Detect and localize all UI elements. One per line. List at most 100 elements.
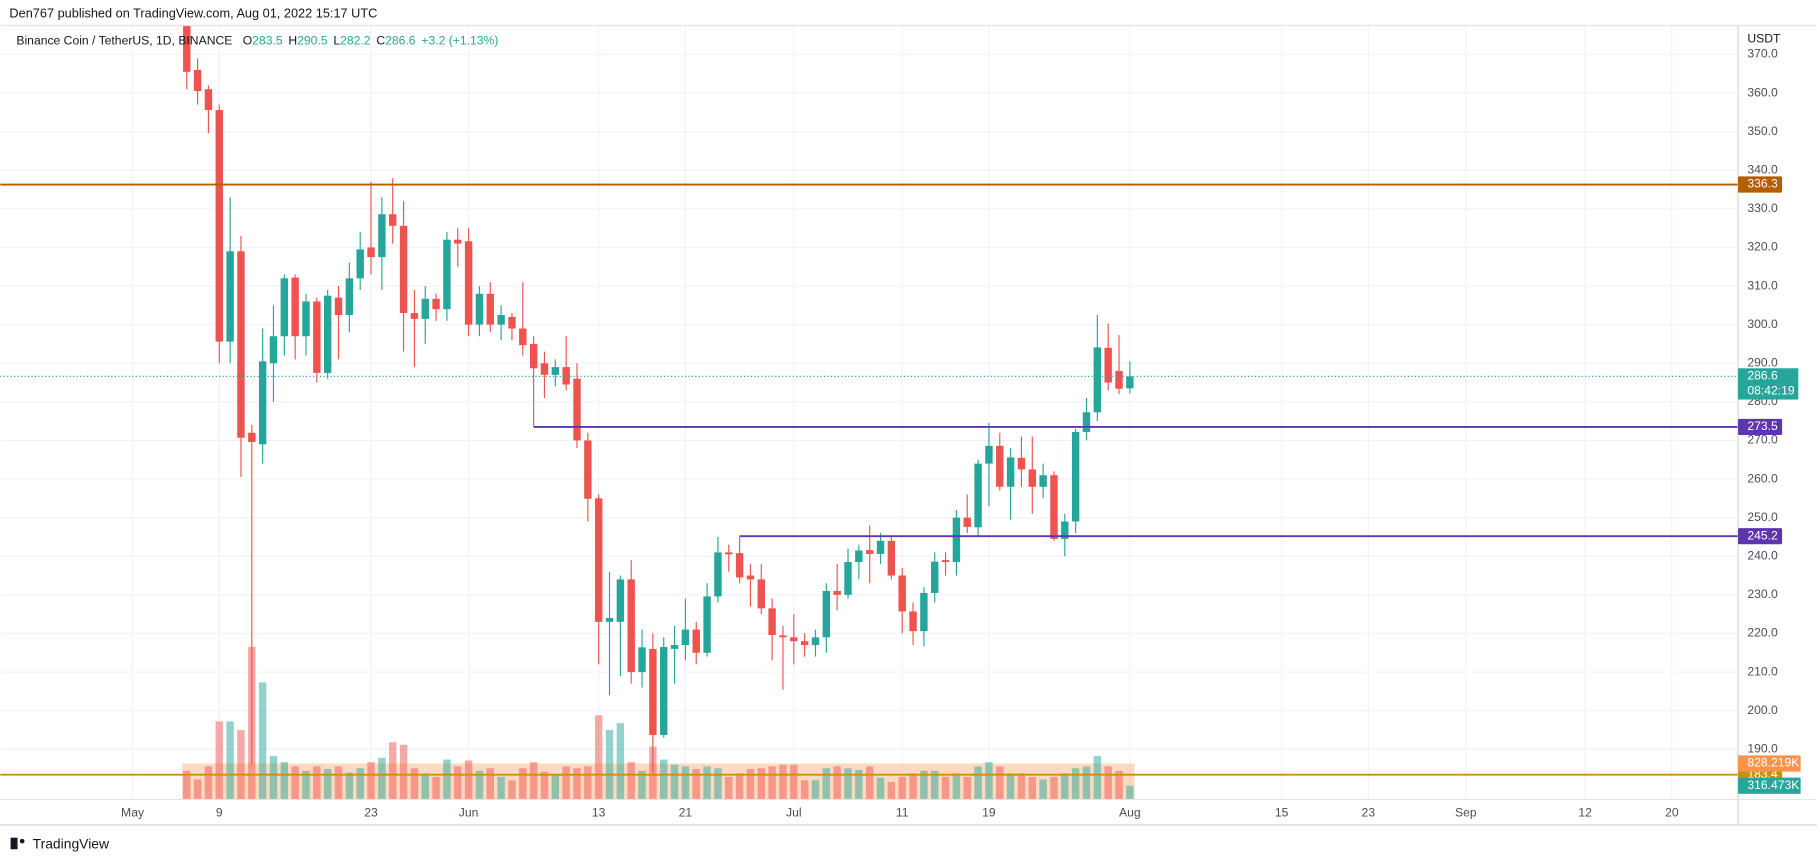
ohlc-key: C [376,34,385,48]
volume-bar [779,764,787,800]
candle-body [356,249,364,279]
candle-body [345,278,354,315]
candle-body [454,239,462,244]
symbol: Binance Coin / TetherUS, 1D, BINANCE [16,34,232,48]
x-tick-label: 9 [216,806,223,820]
candle-body [996,445,1004,487]
y-tick-label: 230.0 [1747,587,1778,601]
volume-bar [280,762,289,800]
candle-body [627,579,635,673]
y-tick-label: 190.0 [1747,741,1778,755]
volume-bar [1050,776,1058,800]
x-tick-label: 23 [364,806,378,820]
candle-body [562,367,570,385]
ohlc-value: 283.5 [252,34,283,48]
x-tick-label: 12 [1578,806,1592,820]
candle-body [1061,521,1069,539]
candle-body [779,635,787,638]
x-tick-label: 13 [592,806,606,820]
y-tick-label: 250.0 [1747,510,1778,524]
volume-bar [237,730,245,800]
volume-bar [454,766,462,800]
candle-body [258,361,267,445]
volume-bar [1006,773,1015,800]
volume-bar [898,776,906,800]
y-tick-label: 360.0 [1747,85,1778,99]
candle-body [1039,475,1047,487]
volume-bar [529,762,538,800]
y-tick-label: 200.0 [1747,703,1778,717]
candle-body [952,517,961,563]
candle-body [865,550,874,554]
volume-bar [703,766,711,800]
candle-body [497,314,505,325]
y-tick-label: 220.0 [1747,626,1778,640]
level-label-box [1738,176,1783,193]
y-tick-label: 330.0 [1747,201,1778,215]
volume-bar [1115,770,1123,800]
ohlc-key: L [333,34,340,48]
candle-body [931,561,939,593]
volume-bar [757,768,765,800]
candle-body [399,225,408,314]
volume-bar [649,746,657,800]
volume-bar [323,769,332,800]
volume-bar [389,742,397,800]
volume-bar [811,780,820,800]
candle-body [1006,457,1015,487]
volume-bar [508,780,516,800]
volume-bar [475,770,484,800]
volume-bar [313,766,321,800]
candle-body [269,336,278,364]
last-price: 286.6 [1747,369,1778,383]
volume-bar [334,766,343,800]
volume-bar [865,766,874,800]
volume-bar [909,773,917,800]
volume-bar [681,766,690,800]
volume-bar [605,730,614,800]
volume-bar [378,757,386,800]
volume-bar [1061,773,1069,800]
level-label: 336.3 [1747,177,1778,191]
volume-bar [486,768,494,800]
candle-body [887,540,896,576]
volume-bar [193,779,202,800]
volume-bar [670,764,679,800]
candle-body [183,25,191,72]
candle-body [703,596,711,653]
level-label-box [1738,418,1783,436]
volume-bar [183,770,191,800]
candle-body [855,550,863,563]
x-tick-label: Jun [459,806,479,820]
y-tick-label: 260.0 [1747,471,1778,485]
candle-body [486,293,494,325]
volume-bar [1017,773,1026,800]
price-labels: 336.3273.5245.2183.4286.608:42:19828.219… [1738,176,1801,794]
candle-body [551,367,560,375]
countdown: 08:42:19 [1747,384,1795,398]
candle-body [714,552,722,597]
plot-area [0,25,1739,800]
candle-body [790,637,798,642]
candle-body [237,251,245,438]
candle-body [313,301,321,373]
candle-body [649,648,657,735]
volume-bar [269,756,278,800]
volume-bar [627,762,635,800]
candle-body [204,89,213,111]
x-tick-label: 23 [1362,806,1376,820]
volume-bar [258,682,267,800]
candle-body [605,618,614,622]
x-tick-label: 15 [1275,806,1289,820]
y-tick-label: 270.0 [1747,433,1778,447]
x-tick-label: Jul [786,806,802,820]
volume-bar [410,768,419,800]
y-unit: USDT [1747,32,1781,46]
candle-body [367,247,375,258]
volume-bar [1126,785,1134,800]
x-tick-label: 11 [896,806,909,820]
candle-body [941,560,950,563]
candle-body [746,575,755,580]
candle-body [681,629,690,646]
